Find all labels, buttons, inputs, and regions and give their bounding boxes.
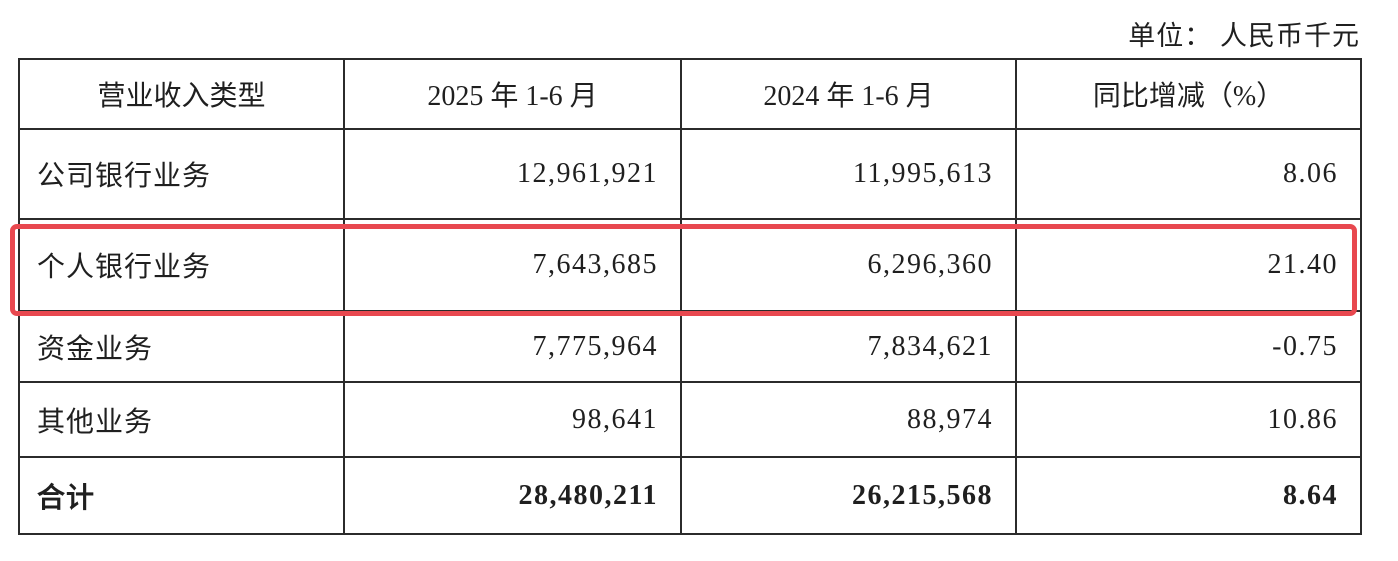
header-yoy-change: 同比增减（%） [1015,58,1362,130]
row-label: 公司银行业务 [18,128,345,220]
row-label: 合计 [18,456,345,535]
table-row-total: 合计 28,480,211 26,215,568 8.64 [18,456,1362,535]
table-header-row: 营业收入类型 2025 年 1-6 月 2024 年 1-6 月 同比增减（%） [18,58,1362,130]
cell-yoy-value: 21.40 [1015,218,1362,312]
header-2024-period: 2024 年 1-6 月 [680,58,1017,130]
cell-yoy-value: 8.64 [1015,456,1362,535]
cell-2025-value: 28,480,211 [343,456,682,535]
cell-2024-value: 11,995,613 [680,128,1017,220]
cell-2025-value: 98,641 [343,381,682,458]
unit-note: 单位： 人民币千元 [1128,21,1360,51]
table-row-treasury-business: 资金业务 7,775,964 7,834,621 -0.75 [18,310,1362,383]
cell-yoy-value: 10.86 [1015,381,1362,458]
header-2025-period: 2025 年 1-6 月 [343,58,682,130]
cell-yoy-value: 8.06 [1015,128,1362,220]
row-label: 资金业务 [18,310,345,383]
table-row-other-business: 其他业务 98,641 88,974 10.86 [18,381,1362,458]
cell-2024-value: 26,215,568 [680,456,1017,535]
cell-2025-value: 7,775,964 [343,310,682,383]
revenue-table: 营业收入类型 2025 年 1-6 月 2024 年 1-6 月 同比增减（%）… [18,58,1362,535]
table-row-corporate-banking: 公司银行业务 12,961,921 11,995,613 8.06 [18,128,1362,220]
cell-2025-value: 12,961,921 [343,128,682,220]
cell-2024-value: 88,974 [680,381,1017,458]
row-label: 个人银行业务 [18,218,345,312]
cell-2025-value: 7,643,685 [343,218,682,312]
cell-yoy-value: -0.75 [1015,310,1362,383]
row-label: 其他业务 [18,381,345,458]
header-revenue-type: 营业收入类型 [18,58,345,130]
cell-2024-value: 6,296,360 [680,218,1017,312]
table-row-personal-banking: 个人银行业务 7,643,685 6,296,360 21.40 [18,218,1362,312]
cell-2024-value: 7,834,621 [680,310,1017,383]
